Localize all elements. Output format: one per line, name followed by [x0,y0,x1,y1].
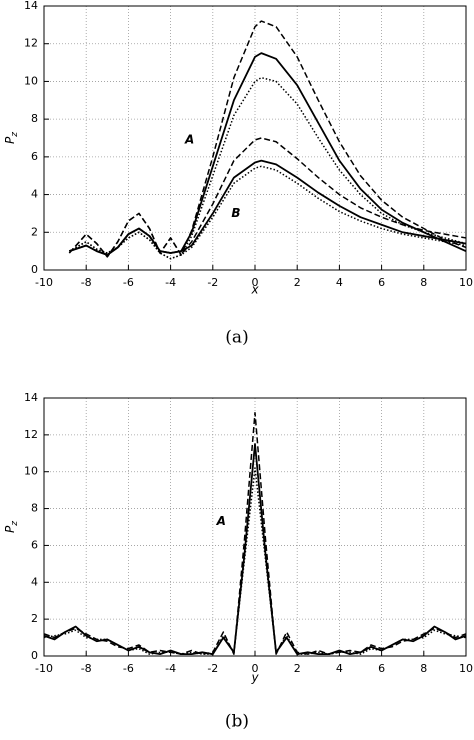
y-tick-label: 4 [31,188,38,201]
y-tick-label: 6 [31,150,38,163]
annotation: A [216,514,226,528]
x-tick-label: -8 [81,662,92,675]
annotation: A [184,132,194,146]
data-line [69,159,467,256]
y-tick-label: 0 [31,263,38,276]
y-tick-label: 8 [31,112,38,125]
y-axis-label: Pz [3,521,20,533]
x-tick-label: 8 [420,662,427,675]
x-tick-label: -10 [35,276,53,289]
x-tick-label: -8 [81,276,92,289]
y-tick-label: 8 [31,502,38,515]
x-tick-label: -6 [123,276,134,289]
x-tick-label: -2 [207,662,218,675]
y-tick-label: 0 [31,649,38,662]
plot-frame [43,5,467,271]
caption: (b) [225,712,249,732]
data-line [68,76,467,260]
x-tick-label: 6 [378,662,385,675]
x-tick-label: 6 [378,276,385,289]
y-tick-label: 14 [24,0,38,12]
y-tick-label: 12 [24,428,38,441]
y-tick-label: 2 [31,612,38,625]
x-tick-label: 10 [459,276,473,289]
y-axis-label-subscript: z [10,132,20,138]
data-line [69,52,467,256]
x-tick-label: 10 [459,662,473,675]
x-tick-label: 4 [336,662,343,675]
x-tick-label: 8 [420,276,427,289]
y-axis-label-subscript: z [10,521,20,527]
y-tick-label: 14 [24,391,38,404]
x-axis-label: y [250,671,259,685]
x-tick-label: 0 [252,662,259,675]
x-tick-label: -10 [35,662,53,675]
x-tick-label: -2 [207,276,218,289]
data-line [43,411,467,655]
y-tick-label: 2 [31,225,38,238]
x-axis-label: x [250,283,259,297]
plot-frame [43,397,467,657]
y-tick-label: 6 [31,538,38,551]
data-line [43,467,467,655]
y-tick-label: 4 [31,575,38,588]
y-axis-label: Pz [3,132,20,144]
x-tick-label: 2 [294,276,301,289]
data-line [43,443,467,656]
x-tick-label: -4 [165,662,176,675]
y-tick-label: 12 [24,37,38,50]
x-tick-label: 2 [294,662,301,675]
data-line [68,137,467,258]
data-line [68,165,467,260]
annotation: B [231,206,240,220]
x-tick-label: -4 [165,276,176,289]
y-tick-label: 10 [24,74,38,87]
x-tick-label: 0 [252,276,259,289]
data-line [68,20,467,258]
y-axis-label-base: P [3,525,17,533]
y-tick-label: 10 [24,465,38,478]
y-axis-label-base: P [3,136,17,144]
x-tick-label: -6 [123,662,134,675]
x-tick-label: 4 [336,276,343,289]
caption: (a) [225,328,248,348]
